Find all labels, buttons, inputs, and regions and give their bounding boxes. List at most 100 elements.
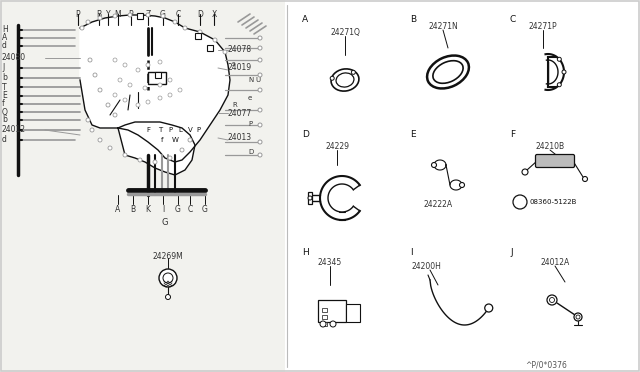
Circle shape (183, 26, 187, 30)
Circle shape (188, 138, 192, 142)
Text: 24210B: 24210B (536, 142, 564, 151)
Circle shape (146, 13, 150, 17)
Text: f: f (161, 137, 163, 143)
Text: W: W (172, 137, 179, 143)
Circle shape (108, 146, 112, 150)
Text: 24077: 24077 (228, 109, 252, 118)
Circle shape (198, 30, 202, 34)
Text: X: X (211, 10, 216, 19)
Circle shape (98, 138, 102, 142)
Circle shape (168, 78, 172, 82)
Text: 24271P: 24271P (529, 22, 557, 31)
Circle shape (86, 20, 90, 24)
Text: 24271Q: 24271Q (330, 28, 360, 37)
Circle shape (98, 16, 102, 20)
Circle shape (113, 58, 117, 62)
Text: I: I (410, 248, 413, 257)
Text: D: D (248, 149, 253, 155)
Bar (155, 72, 161, 78)
Circle shape (123, 98, 127, 102)
Circle shape (582, 176, 588, 182)
Text: B: B (97, 10, 102, 19)
Circle shape (351, 70, 355, 74)
Circle shape (86, 118, 90, 122)
Circle shape (158, 96, 162, 100)
Text: f: f (2, 99, 4, 109)
Text: 24078: 24078 (228, 45, 252, 55)
Circle shape (123, 153, 127, 157)
Text: A: A (302, 15, 308, 24)
Text: e: e (248, 95, 252, 101)
Bar (322, 322, 327, 326)
Circle shape (158, 60, 162, 64)
Text: M: M (115, 10, 122, 19)
Text: 24019: 24019 (228, 64, 252, 73)
Text: D: D (197, 10, 203, 19)
Text: D: D (302, 130, 309, 139)
Text: 24345: 24345 (318, 258, 342, 267)
Bar (0, 0, 285, 372)
Circle shape (80, 26, 84, 30)
Text: G: G (162, 218, 168, 227)
Circle shape (93, 73, 97, 77)
Circle shape (308, 196, 312, 200)
Circle shape (320, 321, 326, 327)
Text: E: E (410, 130, 415, 139)
Circle shape (258, 36, 262, 40)
Text: Y: Y (106, 10, 110, 19)
Circle shape (431, 163, 436, 167)
Circle shape (168, 93, 172, 97)
Circle shape (258, 108, 262, 112)
Bar (322, 315, 327, 319)
Text: G: G (175, 205, 181, 214)
Circle shape (574, 313, 582, 321)
Circle shape (330, 76, 334, 80)
Text: R: R (232, 102, 237, 108)
Circle shape (168, 156, 172, 160)
Circle shape (136, 68, 140, 72)
Circle shape (258, 88, 262, 92)
Text: S: S (517, 198, 523, 206)
Text: B: B (410, 15, 416, 24)
Text: J: J (510, 248, 513, 257)
Text: N: N (248, 77, 253, 83)
Text: T: T (2, 83, 6, 92)
Text: G: G (160, 10, 166, 19)
Text: 08360-5122B: 08360-5122B (529, 199, 577, 205)
Circle shape (118, 78, 122, 82)
Text: b: b (2, 74, 7, 83)
Text: 24222A: 24222A (424, 200, 452, 209)
Circle shape (484, 304, 493, 312)
Circle shape (213, 38, 217, 42)
Bar (148, 72, 166, 84)
Text: Q: Q (2, 108, 8, 116)
Text: P: P (76, 10, 80, 19)
Circle shape (223, 50, 227, 54)
Ellipse shape (336, 73, 354, 87)
Circle shape (460, 183, 465, 187)
Text: d: d (2, 135, 7, 144)
Bar (207, 45, 213, 51)
Circle shape (557, 83, 561, 87)
Text: L: L (178, 127, 182, 133)
Text: ^P/0*0376: ^P/0*0376 (525, 360, 567, 369)
Text: B: B (131, 205, 136, 214)
Circle shape (143, 86, 147, 90)
Bar (318, 300, 346, 322)
Text: P: P (248, 121, 252, 127)
Circle shape (128, 13, 132, 17)
Circle shape (258, 140, 262, 144)
Text: K: K (145, 205, 150, 214)
Ellipse shape (433, 61, 463, 83)
Circle shape (128, 83, 132, 87)
Text: 24012A: 24012A (540, 258, 570, 267)
Ellipse shape (427, 55, 469, 89)
Text: J: J (2, 64, 4, 73)
Circle shape (146, 100, 150, 104)
Circle shape (330, 321, 336, 327)
Circle shape (106, 103, 110, 107)
Text: A: A (115, 205, 120, 214)
FancyBboxPatch shape (536, 154, 575, 167)
Polygon shape (118, 122, 195, 175)
Bar (346, 304, 360, 322)
